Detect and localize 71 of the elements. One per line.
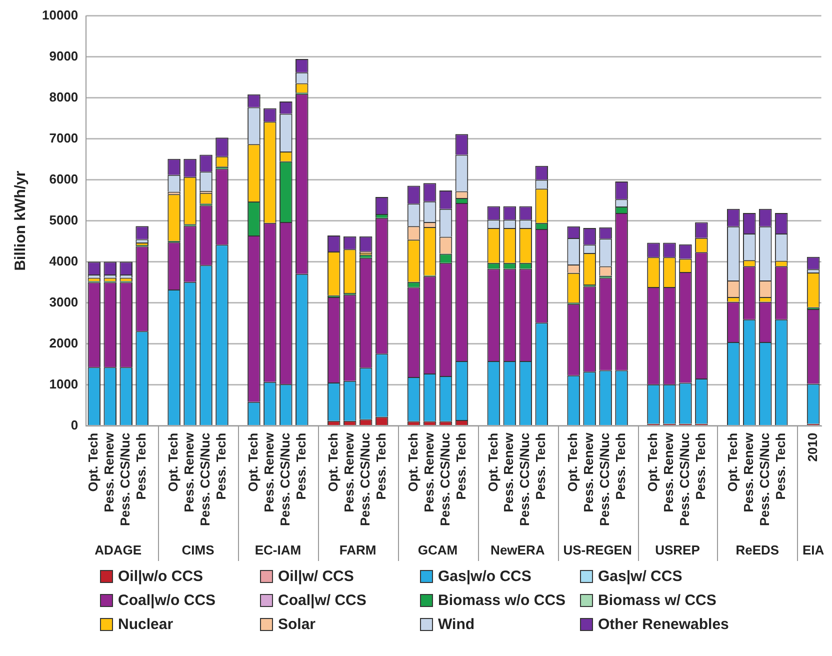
x-tick-label: Pess. CCS/Nuc xyxy=(198,432,213,526)
x-tick-label: Opt. Tech xyxy=(86,432,101,492)
x-tick-label: Pess. Tech xyxy=(772,432,788,500)
legend-label: Biomass w/o CCS xyxy=(438,592,566,609)
text: ADAGE xyxy=(94,542,142,558)
x-tick-label: Pess. CCS/Nuc xyxy=(756,432,772,526)
x-tick-label: Pess. CCS/Nuc xyxy=(357,432,372,526)
y-tick-label: 7000 xyxy=(49,130,78,146)
y-tick-label: 4000 xyxy=(49,253,78,268)
x-tick-label: Pess. CCS/Nuc xyxy=(278,432,292,526)
x-tick-label: Pess. Tech xyxy=(613,432,628,500)
legend-label: Gas|w/o CCS xyxy=(438,568,532,585)
y-tick-label: 0 xyxy=(70,417,78,432)
x-tick-label: Pess. Renew xyxy=(581,432,596,512)
x-tick-label: Pess. Renew xyxy=(740,432,756,512)
x-tick-label: Pess. CCS/Nuc xyxy=(597,432,612,526)
x-tick-label: Pess. Renew xyxy=(421,432,436,512)
y-tick-label: 1000 xyxy=(49,376,78,392)
text: NewERA xyxy=(490,542,546,558)
legend-label: Other Renewables xyxy=(598,616,729,633)
x-tick-label: Opt. Tech xyxy=(166,432,181,492)
x-tick-label: Pess. Tech xyxy=(693,432,708,500)
text: USREP xyxy=(655,542,700,558)
x-tick-label: Opt. Tech xyxy=(645,432,660,492)
y-tick-label: 3000 xyxy=(49,294,78,310)
text: US-REGEN xyxy=(563,542,632,558)
x-tick-label: Pess. Renew xyxy=(182,432,197,512)
x-tick-label: Pess. Renew xyxy=(341,432,356,512)
text: EC-IAM xyxy=(254,542,302,558)
x-tick-label: Pess. CCS/Nuc xyxy=(517,432,532,526)
y-tick-label: 2000 xyxy=(49,335,78,350)
legend-label: Biomass w/ CCS xyxy=(598,592,716,609)
x-tick-label: Opt. Tech xyxy=(565,432,580,492)
text: ReEDS xyxy=(736,542,780,558)
x-tick-label: Pess. Tech xyxy=(134,432,149,500)
y-tick-label: 10000 xyxy=(42,7,78,22)
x-tick-label: Opt. Tech xyxy=(325,432,340,492)
x-tick-label: 2010 xyxy=(804,432,820,462)
text: EIA xyxy=(802,542,825,558)
legend-label: Solar xyxy=(278,616,316,633)
text: CIMS xyxy=(182,542,215,558)
y-tick-label: 9000 xyxy=(49,48,78,64)
y-tick-label: 8000 xyxy=(49,89,78,104)
x-tick-label: Pess. Renew xyxy=(661,432,676,512)
x-tick-label: Opt. Tech xyxy=(246,432,261,492)
x-tick-label: Pess. Renew xyxy=(501,432,516,512)
x-tick-label: Pess. Tech xyxy=(373,432,388,500)
x-tick-label: Pess. CCS/Nuc xyxy=(677,432,692,526)
y-axis-title: Billion kWh/yr xyxy=(12,170,30,271)
y-tick-label: 5000 xyxy=(49,212,78,228)
legend-label: Oil|w/o CCS xyxy=(118,568,204,585)
text: GCAM xyxy=(418,542,458,558)
x-tick-label: Pess. Tech xyxy=(453,432,468,500)
legend-label: Wind xyxy=(438,616,475,633)
x-tick-label: Opt. Tech xyxy=(724,432,740,492)
x-tick-label: Opt. Tech xyxy=(485,432,500,492)
legend-label: Gas|w/ CCS xyxy=(598,568,682,585)
x-tick-label: Pess. Renew xyxy=(262,432,277,512)
legend-label: Oil|w/ CCS xyxy=(278,568,354,585)
legend-label: Coal|w/ CCS xyxy=(278,592,366,609)
x-tick-label: Pess. Tech xyxy=(533,432,548,500)
text: FARM xyxy=(339,542,376,558)
x-tick-label: Pess. CCS/Nuc xyxy=(437,432,452,526)
legend-label: Coal|w/o CCS xyxy=(118,592,216,609)
y-tick-label: 6000 xyxy=(49,171,78,186)
legend-label: Nuclear xyxy=(118,616,174,633)
x-tick-label: Opt. Tech xyxy=(405,432,420,492)
x-tick-label: Pess. Tech xyxy=(214,432,229,500)
x-tick-label: Pess. Tech xyxy=(293,432,308,500)
x-tick-label: Pess. Renew xyxy=(102,432,117,512)
x-tick-label: Pess. CCS/Nuc xyxy=(118,432,133,526)
